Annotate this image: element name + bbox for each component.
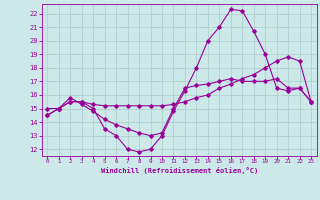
X-axis label: Windchill (Refroidissement éolien,°C): Windchill (Refroidissement éolien,°C)	[100, 167, 258, 174]
